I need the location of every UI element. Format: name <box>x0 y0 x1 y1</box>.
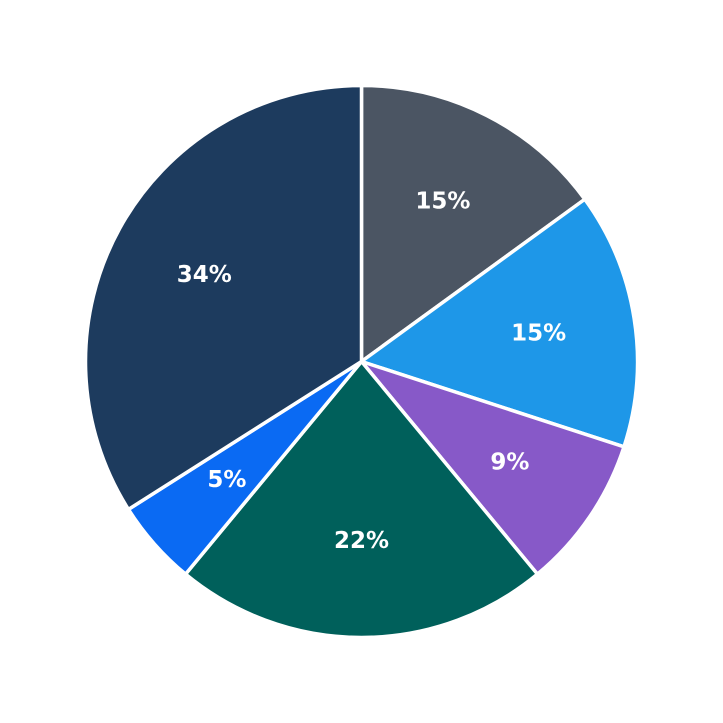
pie-slice-0 <box>359 83 587 364</box>
pie-slice-1 <box>359 197 640 449</box>
pie-slice-label-1: 15% <box>511 320 566 346</box>
pie-slices <box>83 83 640 640</box>
pie-slice-label-4: 5% <box>207 467 246 493</box>
pie-slice-label-5: 34% <box>177 262 232 288</box>
pie-slice-labels: 15% 15% 9% 22% 5% 34% <box>177 189 566 554</box>
pie-slice-5 <box>83 83 364 512</box>
pie-slice-label-2: 9% <box>490 449 529 475</box>
pie-slice-2 <box>359 359 626 576</box>
pie-slice-3 <box>183 359 540 640</box>
pie-slice-label-3: 22% <box>334 528 389 554</box>
pie-slice-label-0: 15% <box>415 189 470 215</box>
